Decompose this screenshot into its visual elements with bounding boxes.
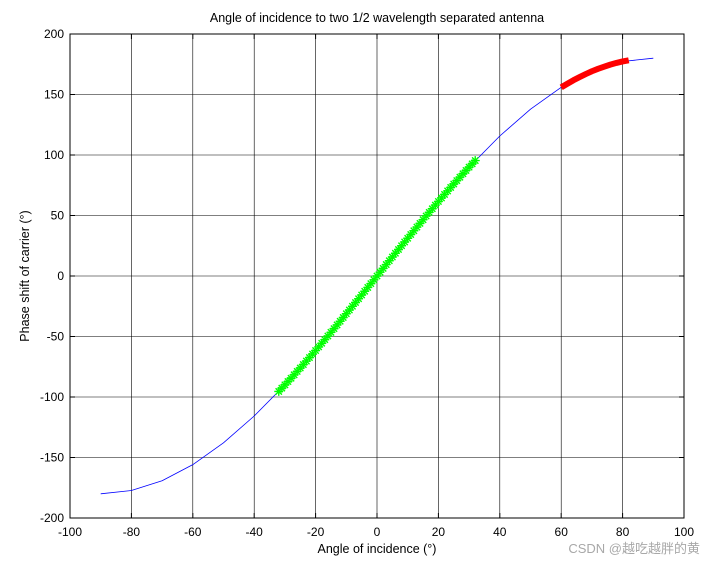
data-point-marker [338, 313, 348, 323]
data-point-marker [344, 305, 354, 315]
x-tick-label: -40 [246, 525, 264, 539]
data-point-marker [329, 324, 339, 334]
y-tick-label: 0 [57, 269, 64, 283]
data-point-marker [418, 215, 428, 225]
data-point-marker [403, 233, 413, 243]
data-point-marker [286, 373, 296, 383]
data-point-marker [363, 282, 373, 292]
data-point-marker [314, 342, 324, 352]
data-point-marker [372, 271, 382, 281]
y-tick-label: -150 [40, 451, 64, 465]
data-point-marker [311, 346, 321, 356]
data-point-marker [387, 252, 397, 262]
data-point-marker [436, 193, 446, 203]
data-point-marker [351, 297, 361, 307]
data-point-marker [424, 207, 434, 217]
data-point-marker [400, 237, 410, 247]
data-point-marker [274, 386, 284, 396]
data-point-marker [381, 260, 391, 270]
data-point-marker [366, 279, 376, 289]
x-tick-label: -60 [184, 525, 202, 539]
data-point-marker [354, 294, 364, 304]
x-tick-label: -100 [58, 525, 82, 539]
data-point-marker [384, 256, 394, 266]
data-point-marker [378, 263, 388, 273]
data-point-marker [320, 335, 330, 345]
data-point-marker [283, 377, 293, 387]
x-axis-label: Angle of incidence (°) [318, 542, 437, 556]
data-point-marker [280, 380, 290, 390]
data-point-marker [292, 366, 302, 376]
data-point-marker [369, 275, 379, 285]
y-axis-label: Phase shift of carrier (°) [18, 210, 32, 341]
series-line-red [559, 57, 630, 90]
x-tick-label: 60 [555, 525, 569, 539]
data-point-marker [341, 309, 351, 319]
data-point-marker [427, 204, 437, 214]
data-point-marker [304, 353, 314, 363]
data-point-marker [433, 196, 443, 206]
data-point-marker [277, 383, 287, 393]
data-point-marker [332, 320, 342, 330]
data-point-marker [308, 349, 318, 359]
chart-title: Angle of incidence to two 1/2 wavelength… [210, 11, 544, 25]
x-tick-label: -80 [123, 525, 141, 539]
data-point-marker [393, 245, 403, 255]
data-point-marker [461, 165, 471, 175]
data-point-marker [470, 156, 480, 166]
data-point-marker [452, 176, 462, 186]
data-point-marker [317, 338, 327, 348]
data-point-marker [301, 356, 311, 366]
data-point-marker [335, 316, 345, 326]
data-point-marker [446, 182, 456, 192]
x-tick-label: -20 [307, 525, 325, 539]
data-point-marker [415, 218, 425, 228]
data-point-marker [449, 179, 459, 189]
y-tick-label: -200 [40, 511, 64, 525]
data-point-marker [455, 172, 465, 182]
y-tick-label: -50 [47, 330, 65, 344]
data-point-marker [464, 162, 474, 172]
data-point-marker [390, 248, 400, 258]
y-tick-label: -100 [40, 390, 64, 404]
x-tick-label: 20 [432, 525, 446, 539]
data-point-marker [412, 222, 422, 232]
data-point-marker [347, 301, 357, 311]
y-tick-label: 100 [44, 148, 64, 162]
data-point-marker [397, 241, 407, 251]
data-point-marker [357, 290, 367, 300]
data-point-marker [421, 211, 431, 221]
data-point-marker [430, 200, 440, 210]
data-point-marker [440, 189, 450, 199]
data-point-marker [298, 360, 308, 370]
data-point-marker [443, 186, 453, 196]
data-point-marker [409, 226, 419, 236]
series-markers-green [274, 156, 480, 396]
data-point-marker [295, 363, 305, 373]
x-tick-label: 0 [374, 525, 381, 539]
data-point-marker [360, 286, 370, 296]
data-point-marker [289, 370, 299, 380]
y-tick-label: 150 [44, 88, 64, 102]
series-layer [100, 57, 654, 495]
data-point-marker [406, 229, 416, 239]
ticks: -100 -80 -60 -40 -20 0 20 40 60 80 100-200-150-100… [40, 27, 694, 539]
y-tick-label: 200 [44, 27, 64, 41]
x-tick-label: 40 [493, 525, 507, 539]
watermark: CSDN @越吃越胖的黄 [568, 541, 700, 556]
data-point-marker [323, 331, 333, 341]
data-point-marker [326, 327, 336, 337]
y-tick-label: 50 [51, 209, 65, 223]
x-tick-label: 80 [616, 525, 630, 539]
data-point-marker [375, 267, 385, 277]
x-tick-label: 100 [674, 525, 694, 539]
data-point-marker [458, 169, 468, 179]
data-point-marker [467, 159, 477, 169]
